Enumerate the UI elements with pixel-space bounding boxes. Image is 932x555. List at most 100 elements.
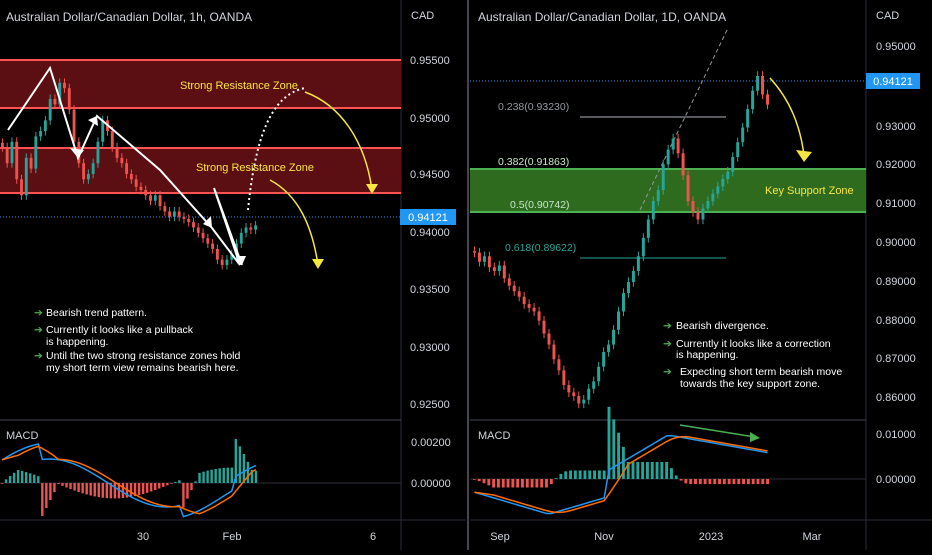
right-macd-hist-bar <box>621 446 625 479</box>
fib-trend-line[interactable] <box>639 27 729 211</box>
right-current-price-tag <box>866 73 920 89</box>
fib-0618: 0.618(0.89622) <box>505 242 576 254</box>
left-macd-hist-bar <box>170 483 173 484</box>
left-candle-body <box>158 195 162 207</box>
left-macd-hist-bar <box>234 438 238 483</box>
left-candle-body <box>10 141 14 164</box>
right-candle-body <box>482 256 486 262</box>
left-note-4: Until the two strong resistance zones ho… <box>46 350 241 362</box>
left-candle-body <box>5 147 9 164</box>
pullback-projection-dotted[interactable] <box>247 87 306 211</box>
right-candle-body <box>736 142 740 157</box>
right-chart-pane[interactable]: Australian Dollar/Canadian Dollar, 1D, O… <box>470 0 932 550</box>
left-price-axis[interactable]: 0.95500 0.95000 0.94500 0.94000 0.93500 0.930… <box>410 55 450 411</box>
left-x-tick-6: 6 <box>370 531 376 543</box>
left-candle-body <box>206 238 210 244</box>
left-macd-hist-bar <box>250 469 254 483</box>
right-macd-hist-bar <box>554 478 558 479</box>
left-candle-body <box>192 222 195 228</box>
right-price-tick: 0.88000 <box>876 315 916 327</box>
left-candle-body <box>91 163 95 174</box>
left-candle-body <box>254 225 258 230</box>
right-macd-hist-bar <box>583 470 587 479</box>
right-macd-hist-bar <box>549 479 553 485</box>
left-macd-hist-bar <box>145 483 149 493</box>
left-price-tick: 0.95000 <box>410 113 450 125</box>
svg-text:➔: ➔ <box>663 320 672 332</box>
left-candle-body <box>201 232 205 239</box>
left-candle-body <box>225 259 229 265</box>
right-candle-body <box>477 252 481 262</box>
right-macd-hist-bar <box>746 479 750 485</box>
right-candles <box>472 71 770 409</box>
right-note-1: Bearish divergence. <box>676 320 769 332</box>
right-candle-body <box>592 381 596 389</box>
right-macd-indicator <box>472 406 770 515</box>
left-price-tick: 0.94000 <box>410 227 450 239</box>
right-candle-body <box>721 179 725 187</box>
projection-arrow-1[interactable] <box>304 91 373 191</box>
left-macd-hist-bar <box>202 471 205 483</box>
right-macd-hist-bar <box>727 479 731 485</box>
right-note-2: Currently it looks like a correction <box>676 338 831 350</box>
left-candle-body <box>48 98 52 121</box>
right-candle-body <box>522 296 526 305</box>
left-note-5: my short term view remains bearish here. <box>46 362 239 374</box>
left-macd-hist-bar <box>16 469 20 483</box>
right-macd-hist-bar <box>617 432 621 479</box>
left-price-tick: 0.92500 <box>410 399 450 411</box>
support-projection-arrow[interactable] <box>769 77 805 156</box>
left-macd-hist-bar <box>129 483 133 497</box>
right-macd-hist-bar <box>487 479 491 486</box>
right-macd-hist-bar <box>713 479 717 485</box>
left-macd-hist-bar <box>101 483 105 498</box>
right-macd-hist-bar <box>660 461 664 479</box>
left-chart-pane[interactable]: Australian Dollar/Canadian Dollar, 1h, O… <box>0 0 466 550</box>
right-macd-hist-bar <box>631 461 635 479</box>
right-chart-title: Australian Dollar/Canadian Dollar, 1D, O… <box>478 10 726 24</box>
right-macd-hist-bar <box>588 470 592 479</box>
left-macd-hist-bar <box>210 469 213 483</box>
left-note-2: Currently it looks like a pullback <box>46 324 194 336</box>
right-candle-body <box>621 293 625 312</box>
left-macd-hist-bar <box>158 483 161 489</box>
left-macd-hist-bar <box>37 476 40 483</box>
left-macd-hist-bar <box>222 467 225 483</box>
right-macd-hist-bar <box>612 419 616 479</box>
svg-text:➔: ➔ <box>663 338 672 350</box>
divergence-line[interactable] <box>679 424 756 438</box>
left-candle-body <box>168 211 172 217</box>
left-macd-indicator <box>0 438 258 518</box>
right-macd-hist-bar <box>607 406 611 479</box>
left-macd-hist-bar <box>69 483 72 490</box>
right-price-axis[interactable]: 0.95000 0.93000 0.92000 0.91000 0.90000 0.890… <box>876 41 916 404</box>
right-macd-hist-bar <box>708 479 712 485</box>
left-macd-hist-bar <box>12 472 16 483</box>
left-candle-body <box>24 157 28 196</box>
right-candle-body <box>681 153 685 176</box>
right-candle-body <box>532 307 536 312</box>
right-macd-hist-bar <box>684 479 688 484</box>
right-macd-hist-bar <box>679 479 683 481</box>
left-macd-line <box>1 443 257 518</box>
left-macd-hist-bar <box>29 473 32 483</box>
left-macd-hist-bar <box>190 483 193 490</box>
left-price-tick: 0.93500 <box>410 284 450 296</box>
left-candle-body <box>39 131 43 137</box>
left-macd-hist-bar <box>166 483 169 486</box>
left-macd-hist-bar <box>198 472 201 483</box>
right-price-tick: 0.89000 <box>876 276 916 288</box>
right-candle-body <box>602 351 606 367</box>
bearish-zigzag-path[interactable] <box>7 65 243 266</box>
fib-0238: 0.238(0.93230) <box>498 101 569 113</box>
right-candle-body <box>607 344 611 352</box>
right-price-tick: 0.86000 <box>876 392 916 404</box>
left-macd-hist-bar <box>77 483 80 492</box>
right-candle-body <box>557 359 561 371</box>
resistance-zone-label-1: Strong Resistance Zone <box>180 80 298 92</box>
left-macd-hist-bar <box>133 483 137 497</box>
right-candle-body <box>711 193 715 202</box>
projection-arrow-2[interactable] <box>269 179 319 266</box>
right-candle-body <box>646 219 650 238</box>
